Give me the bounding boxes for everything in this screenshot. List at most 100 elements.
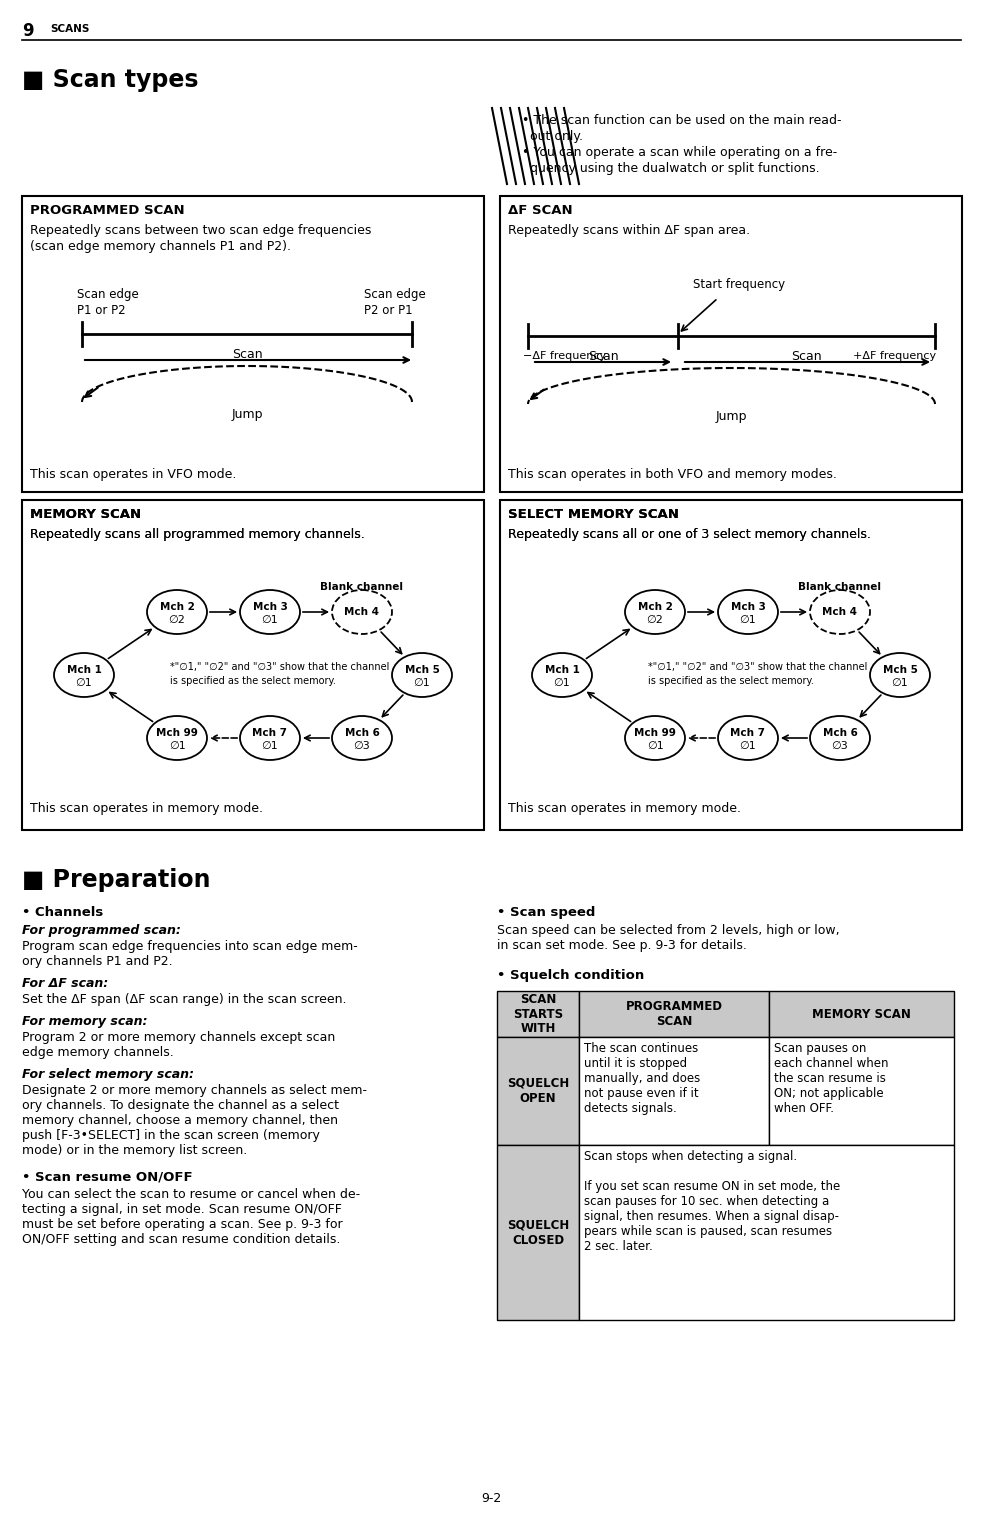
Text: • Scan resume ON/OFF: • Scan resume ON/OFF — [22, 1170, 193, 1183]
Text: Mch 7: Mch 7 — [730, 728, 766, 737]
Text: Mch 4: Mch 4 — [344, 607, 379, 617]
Text: Repeatedly scans all programmed memory channels.: Repeatedly scans all programmed memory c… — [30, 528, 365, 542]
Text: ΔF SCAN: ΔF SCAN — [508, 203, 573, 217]
Ellipse shape — [625, 716, 685, 760]
Text: ∅1: ∅1 — [739, 740, 756, 751]
Text: ∅2: ∅2 — [647, 614, 664, 625]
Text: This scan operates in memory mode.: This scan operates in memory mode. — [30, 802, 263, 815]
Ellipse shape — [240, 716, 300, 760]
Text: Scan: Scan — [588, 350, 618, 363]
Text: Mch 5: Mch 5 — [405, 664, 439, 675]
Text: out only.: out only. — [522, 130, 583, 143]
Bar — [497, 1145, 579, 1320]
Text: Blank channel: Blank channel — [320, 583, 403, 592]
Text: Mch 3: Mch 3 — [730, 602, 766, 611]
Ellipse shape — [392, 652, 452, 696]
Text: MEMORY SCAN: MEMORY SCAN — [812, 1007, 911, 1021]
Text: P2 or P1: P2 or P1 — [364, 303, 413, 317]
Text: Repeatedly scans within ΔF span area.: Repeatedly scans within ΔF span area. — [508, 225, 750, 237]
Text: ∅1: ∅1 — [169, 740, 186, 751]
Text: 9: 9 — [22, 23, 33, 39]
Text: SELECT MEMORY SCAN: SELECT MEMORY SCAN — [508, 508, 679, 520]
Text: Mch 6: Mch 6 — [823, 728, 857, 737]
Text: Mch 7: Mch 7 — [253, 728, 287, 737]
Ellipse shape — [240, 590, 300, 634]
Text: • You can operate a scan while operating on a fre-: • You can operate a scan while operating… — [522, 146, 838, 159]
Text: ■ Preparation: ■ Preparation — [22, 868, 210, 892]
Text: Program 2 or more memory channels except scan: Program 2 or more memory channels except… — [22, 1032, 335, 1044]
Text: For memory scan:: For memory scan: — [22, 1015, 147, 1029]
Bar — [22, 501, 484, 830]
Text: is specified as the select memory.: is specified as the select memory. — [648, 677, 814, 686]
Text: in scan set mode. See p. 9-3 for details.: in scan set mode. See p. 9-3 for details… — [497, 939, 747, 953]
Text: ∅1: ∅1 — [261, 614, 278, 625]
Text: Repeatedly scans all or one of 3 select memory channels.: Repeatedly scans all or one of 3 select … — [508, 528, 871, 542]
Text: Blank channel: Blank channel — [798, 583, 882, 592]
Text: ∅1: ∅1 — [261, 740, 278, 751]
Ellipse shape — [718, 590, 778, 634]
Text: ■ Scan types: ■ Scan types — [22, 68, 199, 93]
Text: edge memory channels.: edge memory channels. — [22, 1047, 174, 1059]
Text: Mch 99: Mch 99 — [156, 728, 198, 737]
Text: Repeatedly scans all or one of 3 select memory channels.: Repeatedly scans all or one of 3 select … — [508, 528, 871, 542]
Text: Scan edge: Scan edge — [77, 288, 139, 300]
Ellipse shape — [810, 716, 870, 760]
Text: This scan operates in VFO mode.: This scan operates in VFO mode. — [30, 469, 236, 481]
Bar — [22, 196, 484, 492]
Text: ory channels P1 and P2.: ory channels P1 and P2. — [22, 956, 173, 968]
Text: *"∅1," "∅2" and "∅3" show that the channel: *"∅1," "∅2" and "∅3" show that the chann… — [170, 661, 389, 672]
Text: ∅2: ∅2 — [168, 614, 186, 625]
Text: ON/OFF setting and scan resume condition details.: ON/OFF setting and scan resume condition… — [22, 1233, 340, 1245]
Text: Scan: Scan — [232, 347, 262, 361]
Bar — [500, 196, 962, 492]
Ellipse shape — [54, 652, 114, 696]
Ellipse shape — [810, 590, 870, 634]
Text: mode) or in the memory list screen.: mode) or in the memory list screen. — [22, 1144, 248, 1157]
Ellipse shape — [625, 590, 685, 634]
Text: Set the ΔF span (ΔF scan range) in the scan screen.: Set the ΔF span (ΔF scan range) in the s… — [22, 994, 346, 1006]
Text: Mch 6: Mch 6 — [345, 728, 379, 737]
Bar — [769, 991, 954, 1038]
Text: ∅1: ∅1 — [647, 740, 664, 751]
Text: Scan speed can be selected from 2 levels, high or low,: Scan speed can be selected from 2 levels… — [497, 924, 839, 938]
Text: For select memory scan:: For select memory scan: — [22, 1068, 194, 1082]
Text: Scan: Scan — [791, 350, 822, 363]
Ellipse shape — [532, 652, 592, 696]
Text: Mch 2: Mch 2 — [159, 602, 195, 611]
Text: (scan edge memory channels P1 and P2).: (scan edge memory channels P1 and P2). — [30, 240, 291, 253]
Text: Designate 2 or more memory channels as select mem-: Designate 2 or more memory channels as s… — [22, 1085, 367, 1097]
Ellipse shape — [718, 716, 778, 760]
Text: SQUELCH
CLOSED: SQUELCH CLOSED — [507, 1218, 569, 1247]
Text: Scan stops when detecting a signal.

If you set scan resume ON in set mode, the
: Scan stops when detecting a signal. If y… — [584, 1150, 840, 1253]
Bar — [497, 991, 579, 1038]
Text: Mch 3: Mch 3 — [253, 602, 287, 611]
Text: ∅3: ∅3 — [832, 740, 848, 751]
Text: *"∅1," "∅2" and "∅3" show that the channel: *"∅1," "∅2" and "∅3" show that the chann… — [648, 661, 867, 672]
Bar — [769, 1038, 954, 1145]
Text: For programmed scan:: For programmed scan: — [22, 924, 181, 938]
Text: PROGRAMMED SCAN: PROGRAMMED SCAN — [30, 203, 185, 217]
Text: P1 or P2: P1 or P2 — [77, 303, 126, 317]
Text: SELECT MEMORY SCAN: SELECT MEMORY SCAN — [508, 508, 679, 520]
Text: ∅1: ∅1 — [553, 678, 570, 689]
Text: Jump: Jump — [716, 410, 747, 423]
Ellipse shape — [332, 716, 392, 760]
Text: is specified as the select memory.: is specified as the select memory. — [170, 677, 336, 686]
Text: ∅1: ∅1 — [892, 678, 908, 689]
Text: ∅1: ∅1 — [414, 678, 431, 689]
Text: For ΔF scan:: For ΔF scan: — [22, 977, 108, 991]
Text: Mch 2: Mch 2 — [638, 602, 672, 611]
Bar — [579, 991, 769, 1038]
Text: • The scan function can be used on the main read-: • The scan function can be used on the m… — [522, 114, 841, 127]
Bar — [500, 501, 962, 830]
Text: quency using the dualwatch or split functions.: quency using the dualwatch or split func… — [522, 162, 820, 174]
Ellipse shape — [870, 652, 930, 696]
Text: 9-2: 9-2 — [481, 1493, 501, 1505]
Ellipse shape — [147, 716, 207, 760]
Text: • Scan speed: • Scan speed — [497, 906, 596, 919]
Text: ∅1: ∅1 — [739, 614, 756, 625]
Text: Scan pauses on
each channel when
the scan resume is
ON; not applicable
when OFF.: Scan pauses on each channel when the sca… — [774, 1042, 889, 1115]
Text: MEMORY SCAN: MEMORY SCAN — [30, 508, 142, 520]
Text: SCAN
STARTS
WITH: SCAN STARTS WITH — [513, 992, 563, 1036]
Text: • Channels: • Channels — [22, 906, 103, 919]
